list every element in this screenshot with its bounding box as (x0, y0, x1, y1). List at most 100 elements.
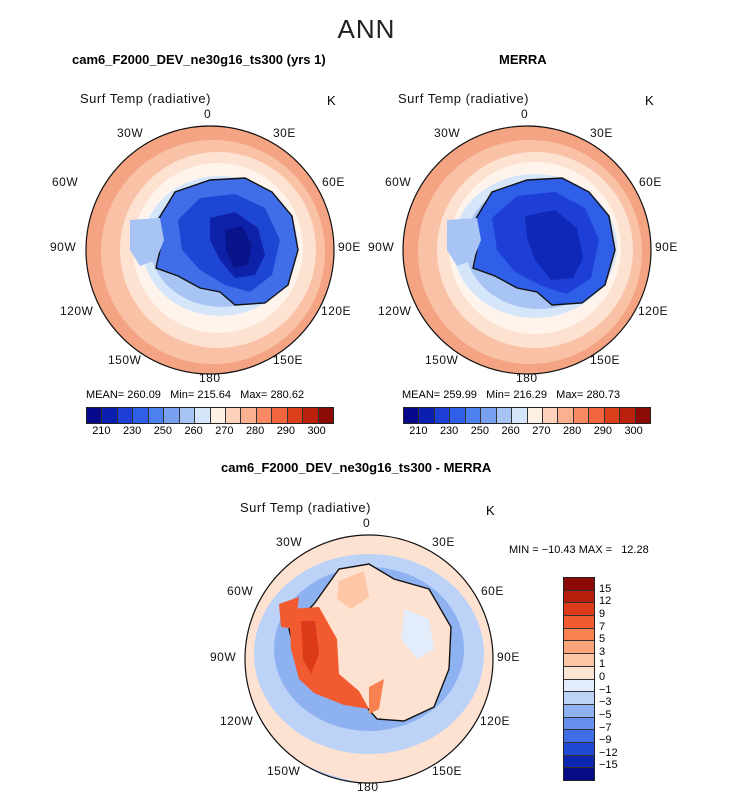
obs-colorbar-swatch (620, 408, 636, 423)
model-colorbar-swatch (164, 408, 180, 423)
obs-colorbar-swatch (604, 408, 621, 423)
model-colorbar-tick-label: 270 (215, 425, 234, 437)
model-max-value: 280.62 (270, 389, 305, 401)
model-colorbar-swatch (133, 408, 149, 423)
model-colorbar-tick-label: 260 (184, 425, 203, 437)
diff-colorbar-tick-label: 3 (599, 645, 606, 658)
obs-colorbar-swatch (434, 408, 451, 423)
diff-colorbar-swatch (564, 679, 594, 693)
diff-colorbar-swatch (564, 616, 594, 629)
diff-colorbar-tick-label: −12 (599, 746, 618, 759)
diff-label-90e: 90E (497, 650, 520, 664)
diff-colorbar-tick-label: 1 (599, 658, 606, 671)
obs-min-value: 216.29 (513, 389, 547, 401)
obs-colorbar-swatch (496, 408, 513, 423)
diff-colorbar-tick-label: −5 (599, 708, 612, 721)
obs-colorbar-swatch (450, 408, 466, 423)
diff-colorbar-tick-label: −1 (599, 683, 612, 696)
diff-colorbar-swatch (564, 730, 594, 743)
diff-colorbar-swatch (564, 704, 594, 718)
model-polar-map (85, 125, 335, 375)
obs-colorbar-swatch (558, 408, 574, 423)
model-colorbar-tick-label: 230 (122, 425, 142, 437)
obs-colorbar-swatch (635, 408, 650, 423)
model-colorbar-swatch (287, 408, 304, 423)
diff-colorbar-swatch (564, 768, 594, 780)
diff-label-180: 180 (357, 780, 379, 794)
model-label-30w: 30W (117, 126, 144, 140)
obs-colorbar-ticks: 210 230 250 260 270 280 290 300 (403, 425, 649, 439)
diff-label-30w: 30W (276, 535, 303, 549)
diff-colorbar-swatch (564, 641, 594, 655)
diff-label-120e: 120E (480, 714, 511, 728)
obs-colorbar-tick-label: 230 (439, 425, 459, 437)
model-colorbar-tick-label: 280 (245, 425, 265, 437)
diff-colorbar-ticks: 15 12 9 7 5 3 1 0 −1 −3 −5 −7 −9 −12 −15 (599, 577, 639, 787)
obs-label-30w: 30W (434, 126, 461, 140)
model-colorbar-swatch (272, 408, 288, 423)
obs-colorbar-tick-label: 300 (624, 425, 643, 437)
model-colorbar (86, 407, 334, 424)
diff-label-30e: 30E (432, 535, 455, 549)
obs-colorbar-swatch (527, 408, 543, 423)
obs-colorbar-swatch (573, 408, 590, 423)
diff-colorbar-tick-label: 12 (599, 595, 612, 608)
model-label-60w: 60W (52, 175, 79, 189)
model-colorbar-ticks: 210 230 250 260 270 280 290 300 (86, 425, 332, 439)
obs-min-label: Min= (486, 389, 511, 401)
model-colorbar-swatch (87, 408, 103, 423)
obs-label-150w: 150W (425, 353, 459, 367)
obs-colorbar-tick-label: 270 (532, 425, 551, 437)
obs-mean-value: 259.99 (443, 389, 477, 401)
model-colorbar-swatch (102, 408, 118, 423)
model-colorbar-swatch (225, 408, 242, 423)
obs-colorbar-swatch (542, 408, 559, 423)
diff-colorbar-swatch (564, 590, 594, 604)
model-min-label: Min= (170, 389, 195, 401)
obs-max-label: Max= (556, 389, 584, 401)
diff-colorbar-tick-label: −9 (599, 734, 612, 747)
obs-panel-title: MERRA (499, 52, 547, 67)
diff-panel-title: cam6_F2000_DEV_ne30g16_ts300 - MERRA (221, 460, 492, 475)
diff-colorbar-tick-label: −7 (599, 721, 612, 734)
model-colorbar-swatch (117, 408, 134, 423)
diff-colorbar-tick-label: −15 (599, 759, 618, 772)
model-colorbar-swatch (318, 408, 333, 423)
diff-label-120w: 120W (220, 714, 254, 728)
model-colorbar-swatch (303, 408, 319, 423)
diff-colorbar (563, 577, 595, 781)
diff-colorbar-swatch (564, 717, 594, 731)
diff-colorbar-tick-label: 9 (599, 607, 606, 620)
model-stats: MEAN= 260.09 Min= 215.64 Max= 280.62 (86, 389, 304, 401)
obs-label-0: 0 (521, 107, 529, 121)
diff-colorbar-swatch (564, 666, 594, 680)
model-label-30e: 30E (273, 126, 296, 140)
model-colorbar-tick-label: 290 (276, 425, 296, 437)
obs-label-90e: 90E (655, 240, 678, 254)
model-label-0: 0 (204, 107, 212, 121)
diff-units: K (486, 503, 495, 518)
obs-colorbar-swatch (589, 408, 605, 423)
diff-colorbar-swatch (564, 692, 594, 705)
model-colorbar-swatch (241, 408, 257, 423)
model-colorbar-swatch (179, 408, 196, 423)
model-mean-label: MEAN= (86, 389, 125, 401)
model-label-180: 180 (199, 371, 221, 385)
diff-colorbar-tick-label: 0 (599, 671, 606, 683)
obs-colorbar-swatch (481, 408, 497, 423)
obs-label-90w: 90W (368, 240, 395, 254)
model-colorbar-swatch (256, 408, 273, 423)
model-min-value: 215.64 (197, 389, 231, 401)
obs-label-60w: 60W (385, 175, 412, 189)
obs-colorbar-swatch (465, 408, 482, 423)
model-colorbar-swatch (148, 408, 165, 423)
diff-colorbar-tick-label: 7 (599, 620, 606, 633)
diff-label-60w: 60W (227, 584, 254, 598)
diff-colorbar-swatch (564, 742, 594, 756)
obs-colorbar (403, 407, 651, 424)
model-panel-title: cam6_F2000_DEV_ne30g16_ts300 (yrs 1) (72, 52, 326, 67)
diff-colorbar-swatch (564, 654, 594, 667)
obs-colorbar-swatch (512, 408, 528, 423)
obs-label-120w: 120W (378, 304, 412, 318)
diff-colorbar-swatch (564, 578, 594, 591)
